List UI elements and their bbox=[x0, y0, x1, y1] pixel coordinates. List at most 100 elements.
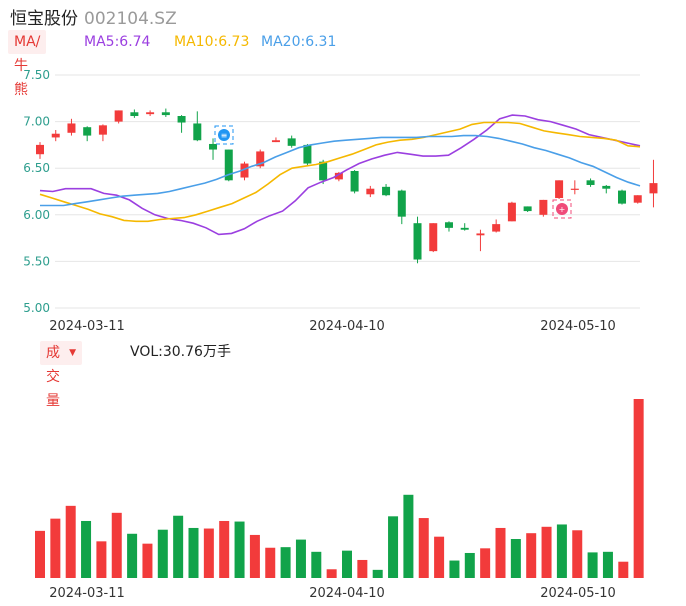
candle-body bbox=[256, 151, 265, 167]
volume-bar bbox=[234, 521, 245, 578]
volume-bar bbox=[265, 547, 276, 578]
candle-body bbox=[476, 233, 485, 236]
volume-bar bbox=[188, 527, 199, 578]
candle-body bbox=[98, 125, 107, 135]
volume-value: VOL:30.76万手 bbox=[130, 344, 231, 360]
pink-badge-icon-dot bbox=[556, 203, 568, 215]
ma10-line bbox=[39, 121, 641, 223]
pink-badge-icon-frame bbox=[552, 199, 572, 219]
volume-bar bbox=[127, 533, 138, 578]
volume-bar bbox=[295, 539, 306, 578]
volume-bar bbox=[618, 561, 629, 578]
volume-date-label: 2024-03-11 bbox=[49, 586, 125, 601]
candle-body bbox=[586, 180, 595, 185]
candle-body bbox=[444, 222, 453, 228]
volume-bar bbox=[65, 505, 76, 578]
volume-bar bbox=[572, 530, 583, 578]
stock-name: 恒宝股份 bbox=[10, 9, 78, 29]
volume-bar bbox=[372, 569, 383, 578]
caret-down-icon: ▼ bbox=[69, 348, 76, 358]
volume-bar bbox=[510, 539, 521, 578]
candle-body bbox=[570, 188, 579, 190]
candle-body bbox=[193, 123, 202, 141]
volume-bar bbox=[449, 560, 460, 578]
volume-date-label: 2024-04-10 bbox=[309, 586, 385, 601]
volume-bars bbox=[35, 399, 644, 578]
candle-body bbox=[350, 170, 359, 192]
candle-body bbox=[36, 144, 44, 155]
candle-body bbox=[287, 138, 296, 146]
candle-body bbox=[51, 133, 60, 138]
y-tick-label: 5.00 bbox=[23, 301, 50, 315]
volume-bar bbox=[602, 551, 613, 578]
volume-bar bbox=[526, 533, 537, 578]
candle-body bbox=[83, 127, 92, 136]
volume-bar bbox=[556, 524, 567, 578]
volume-bar bbox=[403, 494, 414, 578]
volume-bar bbox=[81, 520, 92, 578]
teal-badge-icon-glyph: ≡ bbox=[221, 131, 228, 140]
candle-body bbox=[271, 140, 280, 143]
candle-body bbox=[114, 110, 123, 122]
volume-bar bbox=[35, 530, 45, 578]
ma-toggle-button[interactable]: MA/牛熊 bbox=[8, 30, 47, 98]
teal-badge-icon-dot bbox=[218, 129, 230, 141]
volume-bar bbox=[633, 399, 644, 578]
pink-badge-icon-glyph: + bbox=[559, 205, 566, 214]
candle-body bbox=[209, 143, 218, 150]
volume-bar bbox=[357, 559, 368, 578]
volume-bar bbox=[541, 526, 552, 578]
candle-body bbox=[413, 223, 422, 260]
teal-badge-icon: ≡ bbox=[214, 125, 234, 145]
ma20-legend: MA20:6.31 bbox=[261, 34, 337, 50]
y-tick-label: 7.50 bbox=[23, 68, 50, 82]
volume-bar bbox=[464, 552, 475, 578]
volume-bar bbox=[326, 569, 337, 578]
ma10-legend: MA10:6.73 bbox=[174, 34, 250, 50]
volume-bar bbox=[480, 548, 491, 578]
teal-badge-icon-frame bbox=[214, 125, 234, 145]
candle-body bbox=[507, 202, 516, 222]
candle-body bbox=[334, 172, 343, 180]
volume-bar bbox=[203, 528, 214, 578]
candle-body bbox=[67, 123, 76, 133]
volume-bar bbox=[50, 518, 61, 578]
candle-body bbox=[397, 190, 406, 217]
volume-bar bbox=[434, 536, 445, 578]
volume-bar bbox=[418, 518, 429, 578]
stock-title: 恒宝股份 002104.SZ bbox=[10, 4, 177, 29]
candle-body bbox=[618, 190, 627, 204]
ma5-legend: MA5:6.74 bbox=[84, 34, 151, 50]
price-grid: 7.50 7.00 6.50 6.00 5.50 5.00 bbox=[23, 68, 640, 315]
candle-body bbox=[161, 112, 170, 116]
volume-bar bbox=[111, 512, 122, 578]
volume-bar bbox=[173, 515, 184, 578]
candle-body bbox=[633, 195, 642, 203]
y-tick-label: 7.00 bbox=[23, 115, 50, 129]
volume-toggle-label: 成交量 bbox=[46, 345, 60, 409]
candle-body bbox=[146, 112, 155, 115]
volume-bar bbox=[587, 552, 598, 578]
pink-badge-icon: + bbox=[552, 199, 572, 219]
y-tick-label: 5.50 bbox=[23, 254, 50, 268]
price-date-label: 2024-05-10 bbox=[540, 319, 616, 334]
volume-bar bbox=[157, 529, 168, 578]
volume-toggle-button[interactable]: 成交量 ▼ bbox=[40, 341, 82, 409]
volume-bar bbox=[219, 520, 230, 578]
price-date-label: 2024-03-11 bbox=[49, 319, 125, 334]
candle-body bbox=[460, 227, 469, 230]
candle-body bbox=[319, 161, 328, 181]
candle-body bbox=[539, 199, 548, 215]
volume-bar bbox=[249, 534, 260, 578]
y-tick-label: 6.50 bbox=[23, 161, 50, 175]
volume-bar bbox=[311, 551, 322, 578]
volume-date-label: 2024-05-10 bbox=[540, 586, 616, 601]
candle-body bbox=[177, 116, 186, 123]
volume-bar bbox=[280, 547, 291, 578]
candle-body bbox=[303, 144, 312, 164]
candle-body bbox=[366, 188, 375, 195]
candle-body bbox=[649, 183, 658, 194]
ma5-line bbox=[39, 114, 641, 236]
candle-body bbox=[429, 223, 438, 252]
